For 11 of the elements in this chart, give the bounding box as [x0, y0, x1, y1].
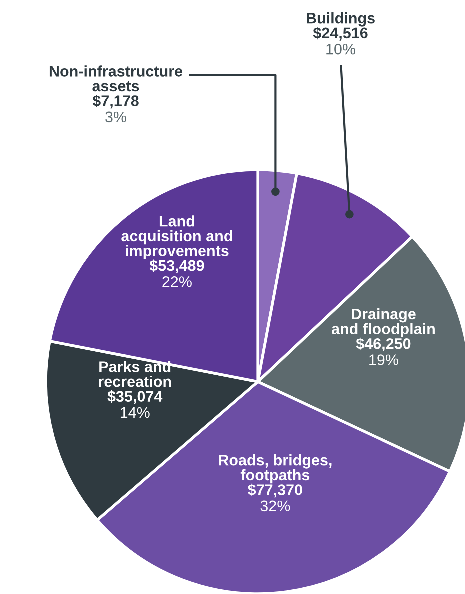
data-label: $77,370 32% [248, 484, 302, 512]
data-label: $7,178 3% [92, 94, 139, 123]
data-label: $24,516 10% [313, 27, 368, 55]
slice-label: Non-infrastructure assets [50, 66, 183, 92]
slice-label: Roads, bridges, footpaths [219, 454, 332, 484]
data-label: $46,250 19% [356, 338, 411, 366]
data-label: $53,489 22% [150, 260, 204, 288]
slice-label: Buildings [307, 12, 375, 27]
slice-label: Land acquisition and improvements [122, 216, 232, 260]
data-label: $35,074 14% [108, 390, 163, 418]
slice-label: Drainage and floodplain [332, 308, 435, 338]
